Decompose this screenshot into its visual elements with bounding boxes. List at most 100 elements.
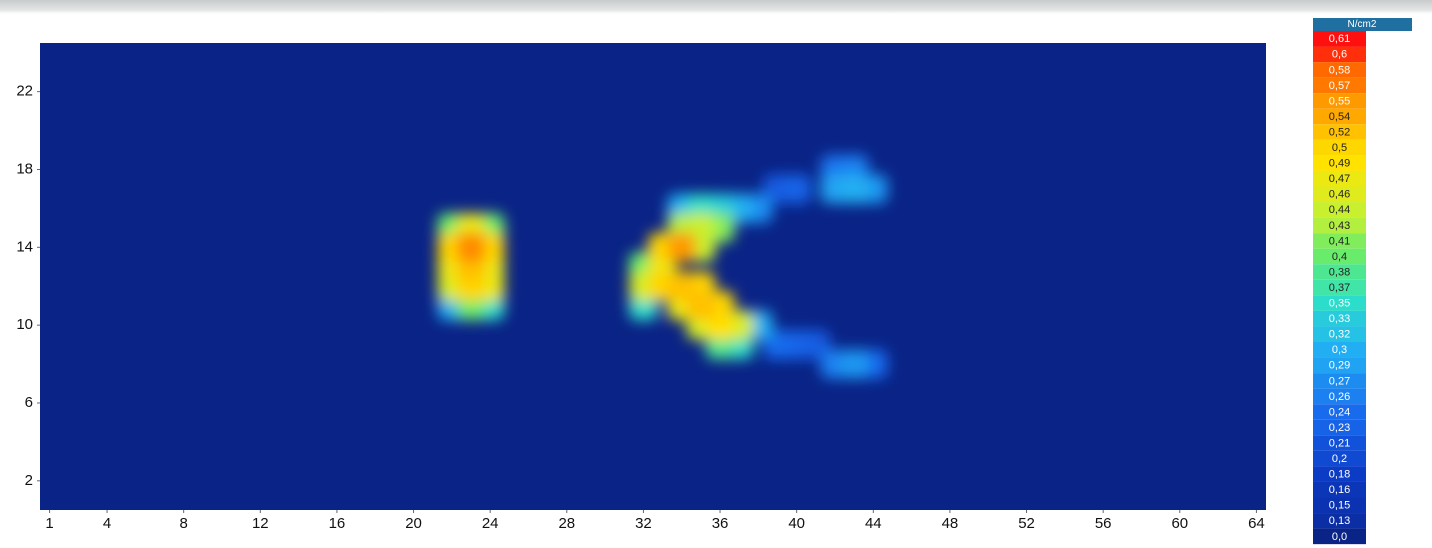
colorbar-label: 0,46 (1329, 189, 1350, 201)
colorbar-band (1313, 528, 1366, 545)
colorbar-label: 0,32 (1329, 329, 1350, 341)
colorbar-label: 0,18 (1329, 469, 1350, 481)
x-tick-label: 4 (103, 515, 111, 532)
colorbar-band (1313, 419, 1366, 436)
colorbar-header (1313, 18, 1412, 31)
colorbar-label: 0,54 (1329, 111, 1350, 123)
colorbar-label: 0,15 (1329, 500, 1350, 512)
colorbar-band (1313, 497, 1366, 514)
colorbar-band (1313, 435, 1366, 451)
colorbar-band (1313, 124, 1366, 140)
y-tick-label: 10 (16, 316, 33, 333)
colorbar-band (1313, 108, 1366, 125)
colorbar-label: 0,41 (1329, 235, 1350, 247)
colorbar-band (1313, 513, 1366, 529)
y-tick-label: 18 (16, 160, 33, 177)
colorbar-band (1313, 170, 1366, 187)
heat-cell (456, 232, 486, 262)
heatmap-layer (437, 154, 888, 379)
colorbar-band (1313, 233, 1366, 249)
colorbar-band (1313, 295, 1366, 311)
colorbar-band (1313, 450, 1366, 467)
x-tick-label: 56 (1095, 515, 1112, 532)
colorbar-band (1313, 186, 1366, 203)
colorbar-label: 0,23 (1329, 422, 1350, 434)
colorbar-band (1313, 248, 1366, 265)
colorbar-label: 0,27 (1329, 375, 1350, 387)
colorbar-label: 0,21 (1329, 437, 1350, 449)
colorbar-label: 0,33 (1329, 313, 1350, 325)
heat-cell (839, 349, 869, 379)
x-tick-label: 44 (865, 515, 882, 532)
heat-cell (667, 232, 697, 262)
colorbar-band (1313, 31, 1366, 47)
colorbar-band (1313, 264, 1366, 280)
heat-cell (686, 291, 716, 321)
colorbar-band (1313, 326, 1366, 342)
colorbar-label: 0,16 (1329, 484, 1350, 496)
x-tick-label: 32 (635, 515, 652, 532)
colorbar-label: 0,52 (1329, 126, 1350, 138)
colorbar-label: 0,43 (1329, 220, 1350, 232)
colorbar-label: 0,6 (1332, 49, 1347, 61)
colorbar-label: 0,47 (1329, 173, 1350, 185)
colorbar-label: 0,57 (1329, 80, 1350, 92)
colorbar-label: 0,38 (1329, 266, 1350, 278)
colorbar-band (1313, 77, 1366, 94)
colorbar-band (1313, 93, 1366, 109)
colorbar-band (1313, 279, 1366, 296)
colorbar-label: 0,61 (1329, 33, 1350, 45)
colorbar-band (1313, 481, 1366, 498)
colorbar-label: 0,2 (1332, 453, 1347, 465)
x-tick-label: 60 (1171, 515, 1188, 532)
colorbar-label: 0,35 (1329, 298, 1350, 310)
colorbar-band (1313, 155, 1366, 171)
x-tick-label: 48 (942, 515, 959, 532)
x-tick-label: 36 (712, 515, 729, 532)
y-tick-label: 2 (25, 472, 33, 489)
y-tick-label: 22 (16, 83, 33, 100)
colorbar-label: 0,44 (1329, 204, 1350, 216)
colorbar-label: 0,0 (1332, 531, 1347, 543)
colorbar-band (1313, 217, 1366, 234)
colorbar-band (1313, 310, 1366, 327)
colorbar-band (1313, 202, 1366, 218)
y-tick-label: 14 (16, 238, 33, 255)
colorbar-label: 0,58 (1329, 64, 1350, 76)
colorbar-band (1313, 357, 1366, 374)
colorbar-label: 0,24 (1329, 406, 1350, 418)
colorbar-label: 0,29 (1329, 360, 1350, 372)
heat-cell (782, 174, 812, 204)
x-tick-label: 52 (1018, 515, 1035, 532)
x-tick-label: 20 (405, 515, 422, 532)
x-tick-label: 12 (252, 515, 269, 532)
colorbar-band (1313, 139, 1366, 156)
x-tick-label: 64 (1248, 515, 1265, 532)
colorbar-label: 0,55 (1329, 95, 1350, 107)
colorbar-label: 0,5 (1332, 142, 1347, 154)
y-tick-label: 6 (25, 394, 33, 411)
colorbar-label: 0,13 (1329, 515, 1350, 527)
colorbar-band (1313, 404, 1366, 420)
colorbar-band (1313, 388, 1366, 405)
colorbar-label: 0,3 (1332, 344, 1347, 356)
x-tick-label: 24 (482, 515, 499, 532)
colorbar-band (1313, 373, 1366, 389)
colorbar-band (1313, 342, 1366, 358)
heat-cell (839, 174, 869, 204)
x-tick-label: 8 (180, 515, 188, 532)
colorbar-title: N/cm2 (1348, 19, 1377, 30)
colorbar-label: 0,4 (1332, 251, 1347, 263)
colorbar-band (1313, 466, 1366, 482)
x-tick-label: 16 (329, 515, 346, 532)
colorbar-band (1313, 62, 1366, 78)
colorbar-band (1313, 46, 1366, 63)
colorbar-label: 0,37 (1329, 282, 1350, 294)
x-tick-label: 40 (788, 515, 805, 532)
x-tick-label: 28 (558, 515, 575, 532)
x-tick-label: 1 (45, 515, 53, 532)
colorbar-label: 0,26 (1329, 391, 1350, 403)
colorbar-label: 0,49 (1329, 158, 1350, 170)
